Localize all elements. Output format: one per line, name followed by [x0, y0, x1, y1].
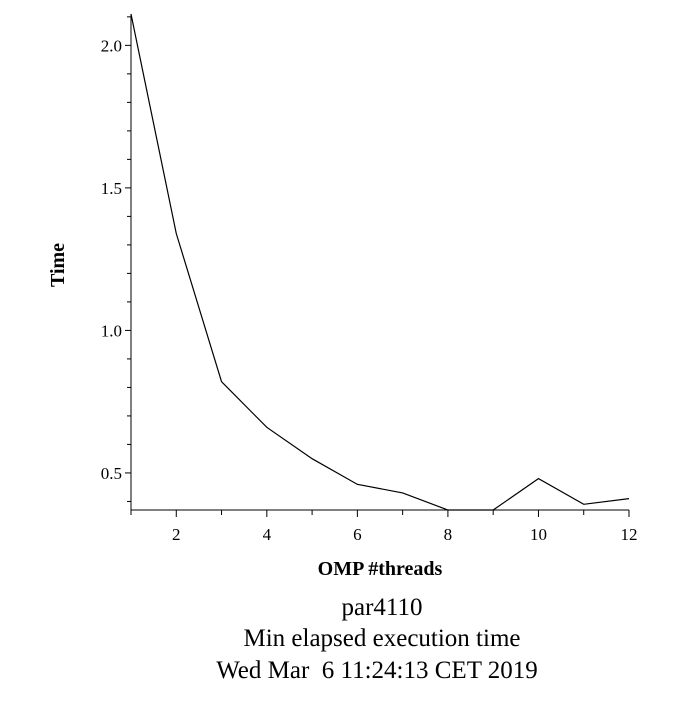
x-tick-label: 10: [530, 525, 547, 544]
y-tick-label: 1.5: [101, 179, 122, 198]
x-axis: 2 4 6 8 10 12: [130, 509, 638, 544]
x-tick-label: 4: [263, 525, 272, 544]
y-tick-label: 1.0: [101, 321, 122, 340]
y-ticks: 0.5 1.0 1.5 2.0: [101, 16, 131, 502]
caption-line-3: Wed Mar 6 11:24:13 CET 2019: [216, 657, 538, 684]
x-tick-label: 2: [172, 525, 181, 544]
y-tick-label: 0.5: [101, 464, 122, 483]
y-axis-label: Time: [47, 243, 69, 287]
series-group: [130, 13, 630, 511]
x-tick-label: 6: [353, 525, 362, 544]
series-line: [130, 13, 630, 511]
caption-line-1: par4110: [342, 594, 423, 621]
y-axis: 0.5 1.0 1.5 2.0: [101, 14, 132, 510]
x-ticks: 2 4 6 8 10 12: [130, 510, 638, 544]
caption-line-2: Min elapsed execution time: [243, 625, 520, 652]
x-tick-label: 8: [444, 525, 453, 544]
x-axis-label: OMP #threads: [318, 558, 443, 580]
y-tick-label: 2.0: [101, 36, 122, 55]
x-tick-label: 12: [621, 525, 638, 544]
